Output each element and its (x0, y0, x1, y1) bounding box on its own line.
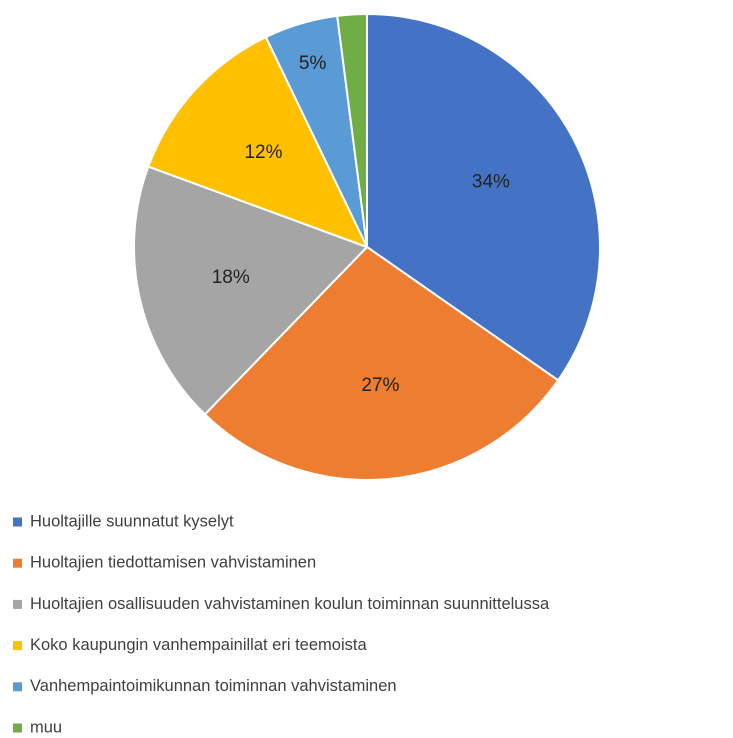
legend-swatch (13, 558, 22, 568)
slice-label: 27% (361, 375, 399, 396)
slice-label: 34% (472, 171, 510, 192)
legend-text: Vanhempaintoimikunnan toiminnan vahvista… (30, 677, 397, 695)
pie-slice (133, 165, 369, 416)
legend-text: muu (30, 718, 62, 736)
legend-swatch (13, 599, 22, 609)
legend-swatch (13, 723, 22, 733)
legend-text: Huoltajien osallisuuden vahvistaminen ko… (30, 595, 550, 613)
legend-swatch (13, 641, 22, 651)
legend-swatch (13, 682, 22, 692)
pie-slice (336, 12, 368, 248)
slice-label: 12% (244, 142, 282, 163)
pie-slice (203, 245, 560, 481)
pie-slice (366, 12, 601, 382)
slice-label: 5% (299, 53, 327, 74)
slice-label: 18% (212, 267, 250, 288)
pie-slice (147, 35, 369, 249)
legend-text: Huoltajien tiedottamisen vahvistaminen (30, 554, 316, 572)
legend-text: Koko kaupungin vanhempainillat eri teemo… (30, 636, 367, 654)
legend-swatch (13, 517, 22, 527)
legend-text: Huoltajille suunnatut kyselyt (30, 512, 234, 530)
